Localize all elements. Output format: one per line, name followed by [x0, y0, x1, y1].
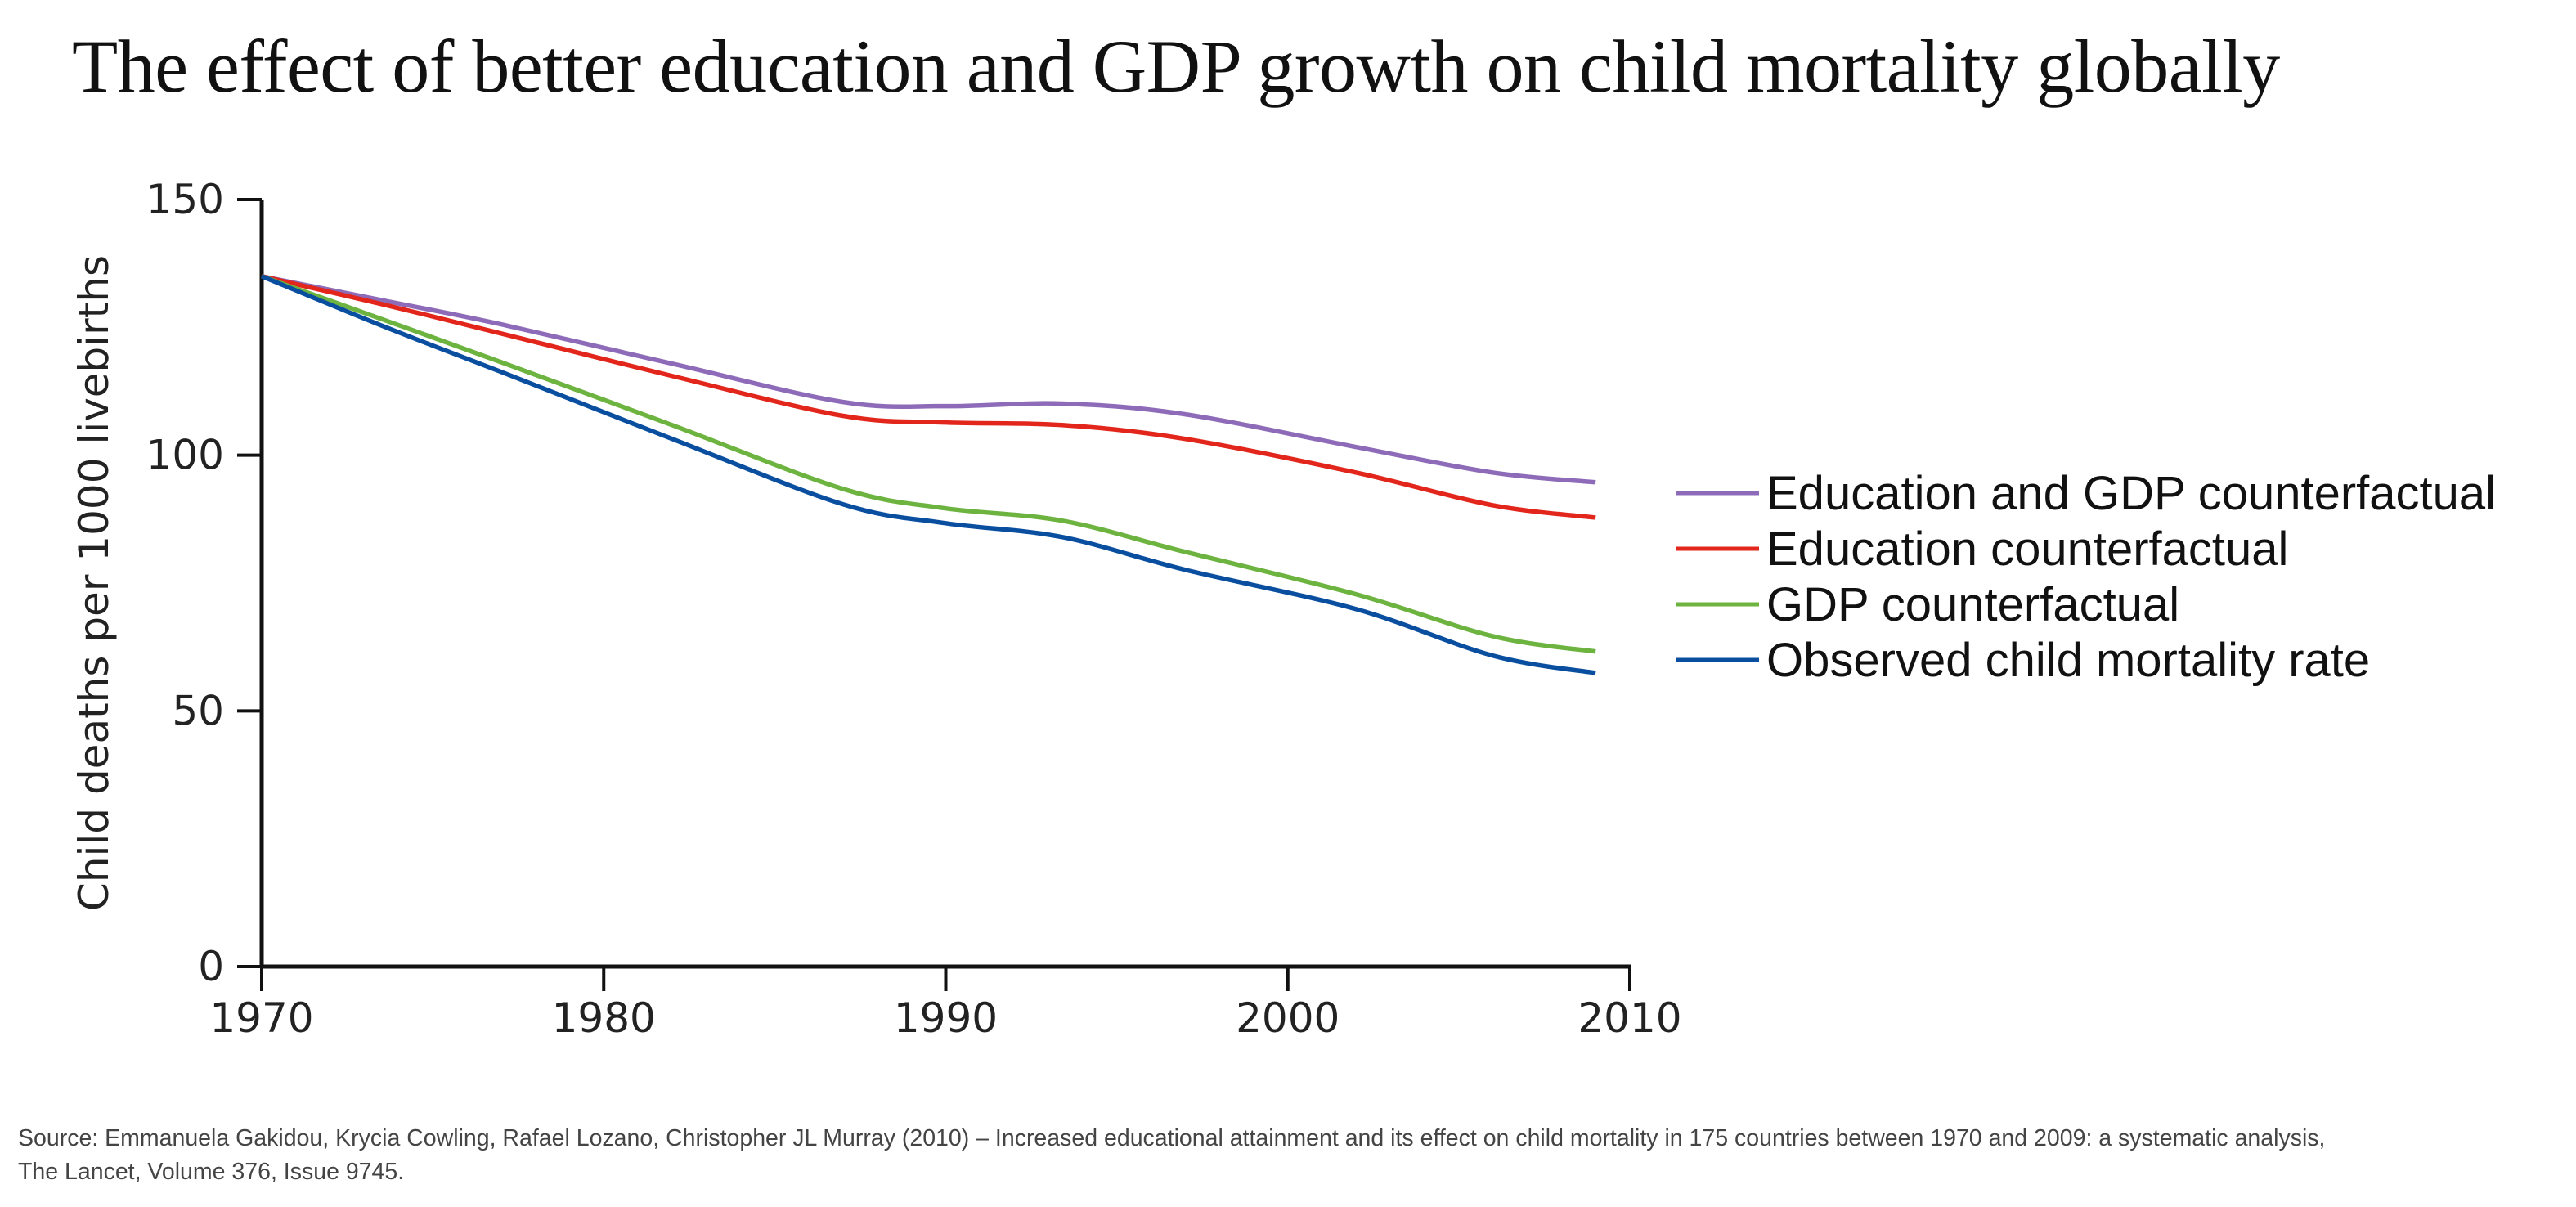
source-line-1: Source: Emmanuela Gakidou, Krycia Cowlin…: [18, 1125, 2326, 1151]
source-line-2: The Lancet, Volume 376, Issue 9745.: [18, 1159, 405, 1185]
legend-label-observed-child-mortality-rate: Observed child mortality rate: [1766, 634, 2370, 687]
legend-label-education-counterfactual: Education counterfactual: [1766, 523, 2288, 576]
series-group: [260, 274, 1596, 675]
legend-label-education-and-gdp-counterfactual: Education and GDP counterfactual: [1766, 467, 2496, 520]
x-tick-label: 1970: [209, 994, 313, 1042]
axes: 0 50 100 150 1970 1980 1990 2000 2010 Child death…: [70, 176, 1682, 1042]
x-tick-label: 2010: [1577, 994, 1681, 1042]
y-tick-label: 50: [172, 687, 224, 734]
series-line-education-counterfactual: [261, 274, 1596, 520]
legend-label-gdp-counterfactual: GDP counterfactual: [1766, 578, 2179, 631]
x-tick-label: 2000: [1236, 994, 1340, 1042]
chart-title: The effect of better education and GDP g…: [72, 25, 2280, 108]
y-tick-label: 100: [146, 432, 224, 479]
series-line-observed-child-mortality-rate: [260, 274, 1596, 675]
y-axis-title: Child deaths per 1000 livebirths: [70, 255, 118, 911]
x-tick-label: 1980: [552, 994, 656, 1042]
y-tick-label: 0: [198, 943, 224, 990]
source-note: Source: Emmanuela Gakidou, Krycia Cowlin…: [18, 1122, 2569, 1189]
legend: Education and GDP counterfactualEducatio…: [1676, 467, 2496, 687]
series-line-education-and-gdp-counterfactual: [261, 274, 1596, 485]
x-tick-label: 1990: [894, 994, 998, 1042]
y-tick-label: 150: [146, 176, 224, 223]
series-line-gdp-counterfactual: [261, 274, 1596, 654]
